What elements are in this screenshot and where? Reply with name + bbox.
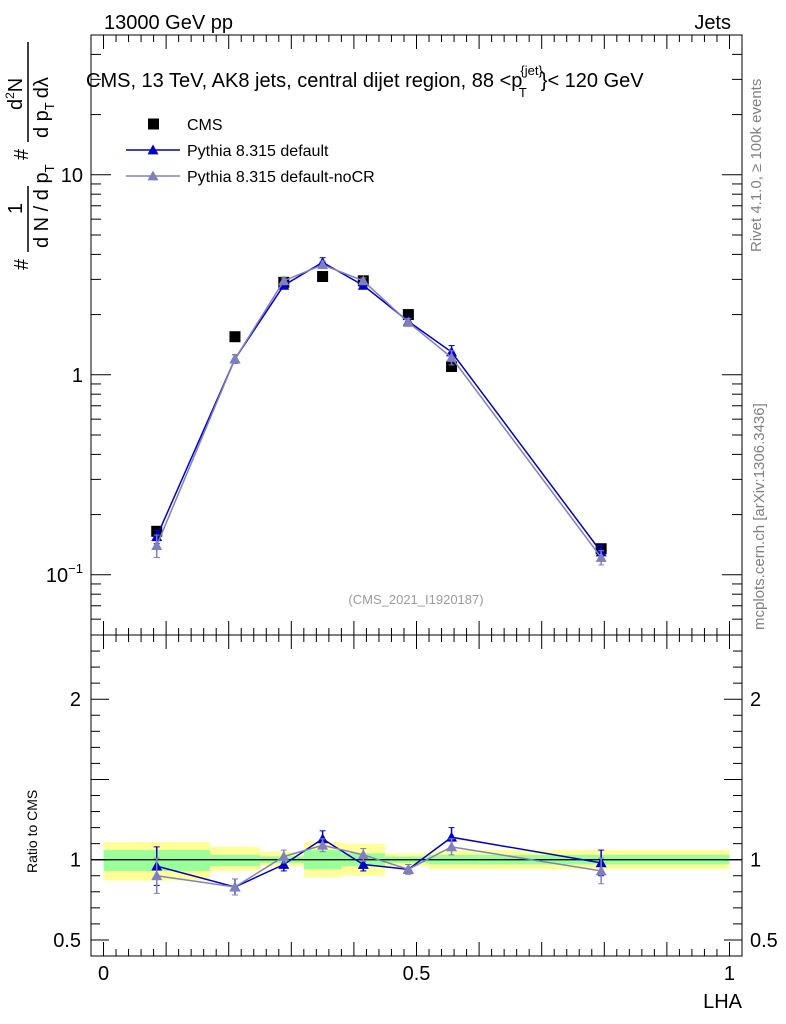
ratio-point [151,870,163,881]
series-point [278,275,290,286]
header-left: 13000 GeV pp [104,12,233,34]
y-tick-label-ratio-right: 2 [750,689,761,711]
y-tick-label-main: 1 [72,365,83,387]
plot-title-sub: T [519,85,527,100]
ratio-point [446,841,458,852]
plot-title-main: CMS, 13 TeV, AK8 jets, central dijet reg… [86,70,522,92]
x-tick-label: 0.5 [403,963,431,985]
ratio-point [229,881,241,892]
y-tick-label-ratio: 0.5 [53,930,81,952]
legend-marker-cms [148,118,159,130]
series-line [156,261,602,553]
ratio-point [595,865,607,876]
plot-title: CMS, 13 TeV, AK8 jets, central dijet reg… [86,63,644,100]
legend-label: Pythia 8.315 default [187,143,329,160]
series-point [357,275,369,286]
ylabel-hash: # [11,258,33,270]
ratio-plot-frame [90,634,743,957]
cms-point [229,331,241,343]
legend-label: Pythia 8.315 default-noCR [187,169,375,186]
series-point [595,552,607,562]
series-point [151,540,163,550]
series-line [156,263,602,558]
ratio-y-axis-label: Ratio to CMS [24,790,40,873]
y-axis-label: # 1 d N / d pT # d2N d pTdλ [3,42,57,270]
series-point [317,259,329,270]
header-right: Jets [694,12,731,34]
plot-title-tail: }< 120 GeV [541,70,645,92]
y-tick-label-ratio: 2 [70,689,81,711]
mcplots-label: mcplots.cern.ch [arXiv:1306.3436] [751,403,768,630]
ratio-band-green [209,854,261,867]
ratio-series-line [156,844,602,888]
ylabel-one: 1 [5,203,27,214]
ratio-point [278,850,290,861]
ratio-point [278,859,290,869]
series-point [402,316,414,327]
legend: CMS Pythia 8.315 default Pythia 8.315 defa… [126,117,375,186]
legend-marker [147,170,159,181]
ratio-point [357,849,369,860]
ylabel-hash2: # [11,148,33,160]
main-plot-data [151,256,607,566]
y-tick-label-main: 10−1 [46,561,83,587]
rivet-label: Rivet 4.1.0, ≥ 100k events [748,79,765,252]
x-tick-label: 1 [724,963,735,985]
legend-label-cms: CMS [187,117,223,134]
ratio-series-line [156,836,602,888]
ylabel-num: d2N [3,78,27,110]
legend-marker [147,144,159,155]
ratio-point [317,833,329,844]
ratio-point [357,859,369,869]
y-tick-label-ratio-right: 0.5 [750,930,778,952]
analysis-id: (CMS_2021_I1920187) [348,592,483,607]
ratio-point [317,839,329,850]
y-tick-label-ratio-right: 1 [750,850,761,872]
ratio-point [402,863,414,874]
ylabel-den2: d pTdλ [31,77,57,138]
cms-point [317,271,329,283]
x-tick-label: 0 [98,963,109,985]
series-point [229,353,241,364]
y-tick-label-ratio: 1 [70,850,81,872]
series-point [446,352,458,362]
axes: 10−1 1 10 0 0.5 1 0.5 0.5 1 1 2 2 [46,34,778,985]
ratio-plot-data [151,827,607,896]
plot-title-sup: {jet} [520,63,543,78]
ylabel-den: d N / d pT [31,164,57,248]
cms-point [446,361,458,373]
cms-point [402,309,414,321]
x-axis-label: LHA [703,991,743,1013]
y-tick-label-main: 10 [61,165,83,187]
